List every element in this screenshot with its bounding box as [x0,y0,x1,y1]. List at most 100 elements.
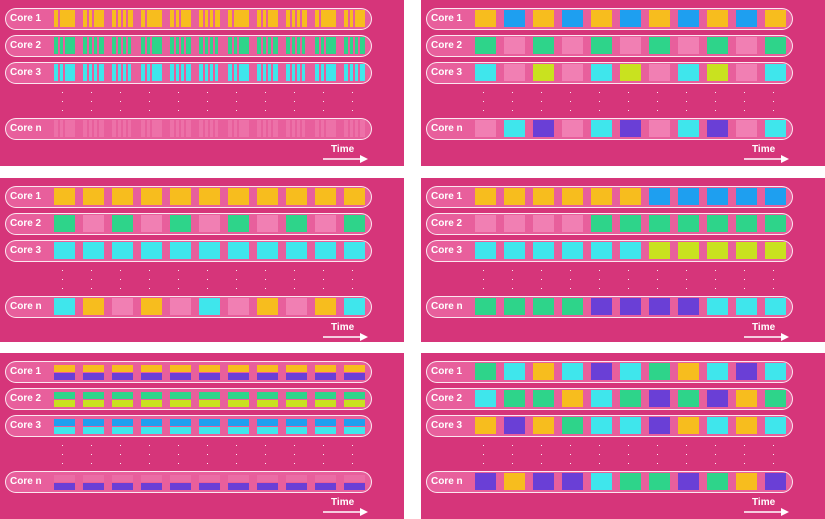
task-stripe [348,64,350,81]
task-block [707,10,728,27]
task-block [707,188,728,205]
task-stripe [353,64,355,81]
task-block-bottom [141,373,162,380]
task-block [562,120,583,137]
task-stripe [353,120,355,137]
task-block [112,215,133,232]
time-label: Time [331,497,355,508]
ellipsis-dot: · [61,87,64,97]
task-block [649,37,670,54]
task-block [707,120,728,137]
ellipsis-dot: · [685,458,688,468]
ellipsis-dot: · [235,265,238,275]
core-label: Core 3 [431,67,463,78]
task-stripe [218,37,220,54]
task-block [170,298,191,315]
ellipsis-dot: · [119,274,122,284]
task-stripe [295,37,297,54]
task-stripe [290,120,292,137]
ellipsis-dot: · [772,87,775,97]
time-label: Time [752,322,776,333]
task-stripe [266,120,268,137]
task-stripe [184,37,186,54]
task-block [199,215,220,232]
task-block [504,242,525,259]
ellipsis-dot: · [540,274,543,284]
ellipsis-dot: · [206,458,209,468]
ellipsis-dot: · [743,458,746,468]
ellipsis-dot: · [90,274,93,284]
task-block [54,242,75,259]
task-stripe [203,64,205,81]
task-block-bottom [344,400,365,407]
task-stripe [266,10,268,27]
lane-core3: Core 3 [5,62,372,84]
task-block [591,64,612,81]
task-block [504,64,525,81]
ellipsis-dot: · [685,449,688,459]
ellipsis-dot: · [598,449,601,459]
panel-round-robin: Core 1 Core 2 Core 3 Core n · · · · · · · · · · · · · · · ·… [421,0,825,166]
task-block-bottom [170,373,191,380]
ellipsis-dot: · [61,274,64,284]
task-block [475,215,496,232]
task-block [591,363,612,380]
task-block-bottom [315,373,336,380]
core-label: Core 2 [10,393,42,404]
ellipsis-dot: · [351,105,354,115]
ellipsis-dot: · [235,105,238,115]
task-stripe [58,10,60,27]
ellipsis-dot: · [293,274,296,284]
task-block [765,188,786,205]
task-block-top [54,365,75,372]
ellipsis-dot: · [351,283,354,293]
task-block-bottom [141,427,162,434]
lane-coren: Core n [426,296,793,318]
ellipsis-dot: · [540,96,543,106]
task-block-bottom [199,373,220,380]
ellipsis-dot: · [119,87,122,97]
task-block [475,390,496,407]
task-stripe [300,64,302,81]
task-stripe [319,10,321,27]
ellipsis-dot: · [148,458,151,468]
task-stripe [266,37,268,54]
task-block [475,64,496,81]
ellipsis-dot: · [714,274,717,284]
ellipsis-dot: · [148,265,151,275]
task-block-top [141,392,162,399]
lane-core2: Core 2 [426,213,793,235]
task-block [736,120,757,137]
core-label: Core 3 [10,67,42,78]
task-block [533,120,554,137]
task-block [649,473,670,490]
panel-fine-interleaved: Core 1 Core 2 Core 3 Core n · · · · · · · · · · · · · · · ·… [0,0,404,166]
task-block [678,37,699,54]
task-block [475,37,496,54]
task-block-bottom [286,400,307,407]
task-block-top [54,475,75,482]
ellipsis-dot: · [656,265,659,275]
ellipsis-dot: · [685,87,688,97]
ellipsis-dot: · [351,265,354,275]
ellipsis-dot: · [511,440,514,450]
task-block [591,417,612,434]
task-block-bottom [54,427,75,434]
ellipsis-dot: · [540,458,543,468]
lane-coren: Core n [5,296,372,318]
task-block-bottom [199,427,220,434]
task-block-top [141,365,162,372]
time-label: Time [752,497,776,508]
ellipsis-dot: · [627,283,630,293]
task-block [533,298,554,315]
ellipsis-dot: · [351,274,354,284]
task-stripe [116,120,118,137]
task-block-bottom [228,373,249,380]
lane-core1: Core 1 [5,361,372,383]
lane-core1: Core 1 [426,8,793,30]
task-block [765,215,786,232]
task-block [649,10,670,27]
task-block [504,363,525,380]
ellipsis-dot: · [177,458,180,468]
ellipsis-dot: · [743,440,746,450]
